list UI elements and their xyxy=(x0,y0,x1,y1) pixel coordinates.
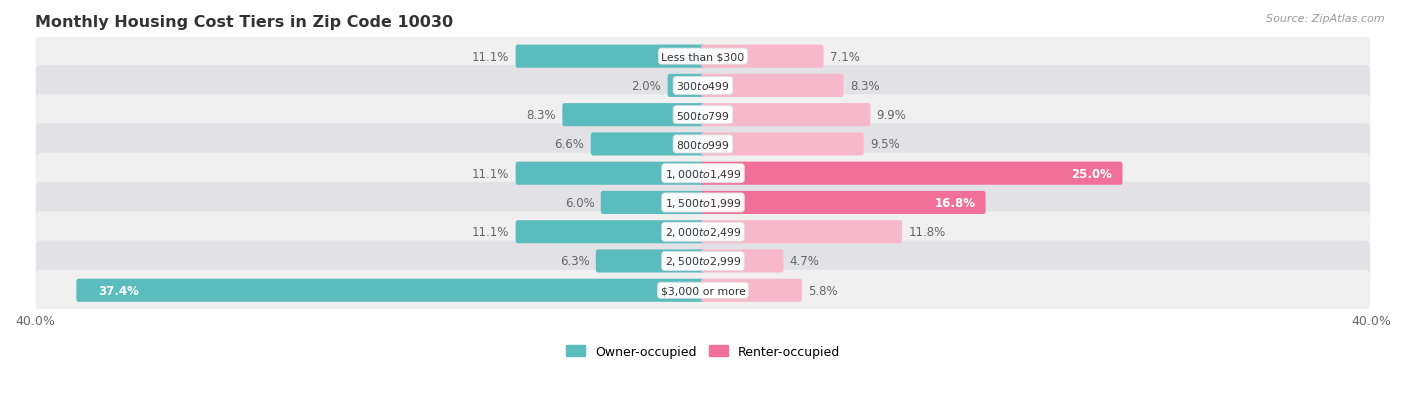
Text: 5.8%: 5.8% xyxy=(808,284,838,297)
FancyBboxPatch shape xyxy=(562,104,704,127)
Text: 9.9%: 9.9% xyxy=(877,109,907,122)
Legend: Owner-occupied, Renter-occupied: Owner-occupied, Renter-occupied xyxy=(561,340,845,363)
FancyBboxPatch shape xyxy=(516,221,704,244)
FancyBboxPatch shape xyxy=(35,95,1371,136)
Text: 11.8%: 11.8% xyxy=(908,225,946,239)
FancyBboxPatch shape xyxy=(35,124,1371,165)
FancyBboxPatch shape xyxy=(35,241,1371,282)
Text: 7.1%: 7.1% xyxy=(830,50,860,64)
Text: 25.0%: 25.0% xyxy=(1071,167,1112,180)
FancyBboxPatch shape xyxy=(516,45,704,69)
FancyBboxPatch shape xyxy=(35,153,1371,194)
FancyBboxPatch shape xyxy=(702,133,863,156)
FancyBboxPatch shape xyxy=(702,75,844,98)
Text: $300 to $499: $300 to $499 xyxy=(676,80,730,92)
Text: $1,000 to $1,499: $1,000 to $1,499 xyxy=(665,167,741,180)
Text: Monthly Housing Cost Tiers in Zip Code 10030: Monthly Housing Cost Tiers in Zip Code 1… xyxy=(35,15,453,30)
FancyBboxPatch shape xyxy=(600,192,704,214)
Text: 8.3%: 8.3% xyxy=(851,80,880,93)
FancyBboxPatch shape xyxy=(702,221,903,244)
FancyBboxPatch shape xyxy=(702,45,824,69)
FancyBboxPatch shape xyxy=(35,212,1371,253)
Text: 37.4%: 37.4% xyxy=(98,284,139,297)
Text: $3,000 or more: $3,000 or more xyxy=(661,285,745,296)
FancyBboxPatch shape xyxy=(702,192,986,214)
Text: Source: ZipAtlas.com: Source: ZipAtlas.com xyxy=(1267,14,1385,24)
FancyBboxPatch shape xyxy=(702,104,870,127)
FancyBboxPatch shape xyxy=(591,133,704,156)
Text: 6.3%: 6.3% xyxy=(560,255,589,268)
Text: 16.8%: 16.8% xyxy=(934,197,976,209)
Text: 8.3%: 8.3% xyxy=(526,109,555,122)
FancyBboxPatch shape xyxy=(35,37,1371,77)
Text: 11.1%: 11.1% xyxy=(472,225,509,239)
Text: 11.1%: 11.1% xyxy=(472,50,509,64)
Text: $500 to $799: $500 to $799 xyxy=(676,109,730,121)
FancyBboxPatch shape xyxy=(516,162,704,185)
Text: $800 to $999: $800 to $999 xyxy=(676,139,730,151)
FancyBboxPatch shape xyxy=(702,279,801,302)
Text: 2.0%: 2.0% xyxy=(631,80,661,93)
Text: 6.6%: 6.6% xyxy=(554,138,585,151)
FancyBboxPatch shape xyxy=(76,279,704,302)
FancyBboxPatch shape xyxy=(668,75,704,98)
Text: $1,500 to $1,999: $1,500 to $1,999 xyxy=(665,197,741,209)
FancyBboxPatch shape xyxy=(702,250,783,273)
Text: Less than $300: Less than $300 xyxy=(661,52,745,62)
FancyBboxPatch shape xyxy=(35,270,1371,311)
Text: 9.5%: 9.5% xyxy=(870,138,900,151)
FancyBboxPatch shape xyxy=(35,183,1371,223)
FancyBboxPatch shape xyxy=(596,250,704,273)
Text: $2,500 to $2,999: $2,500 to $2,999 xyxy=(665,255,741,268)
FancyBboxPatch shape xyxy=(35,66,1371,107)
Text: 4.7%: 4.7% xyxy=(790,255,820,268)
FancyBboxPatch shape xyxy=(702,162,1122,185)
Text: $2,000 to $2,499: $2,000 to $2,499 xyxy=(665,225,741,239)
Text: 6.0%: 6.0% xyxy=(565,197,595,209)
Text: 11.1%: 11.1% xyxy=(472,167,509,180)
